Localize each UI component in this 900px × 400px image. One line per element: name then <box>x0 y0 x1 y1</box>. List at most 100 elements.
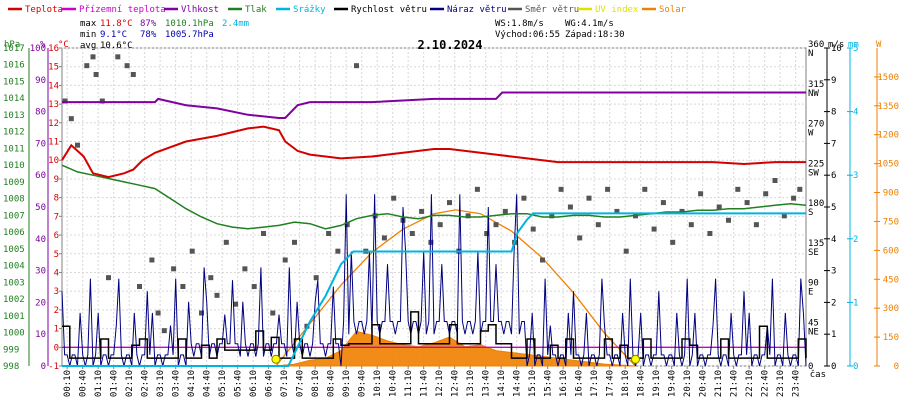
wind-direction-point <box>90 54 96 60</box>
axis-tick-solar: 1500 <box>877 73 899 83</box>
axis-tick-pct: 40 <box>35 235 46 245</box>
axis-tick-pct: 30 <box>35 267 46 277</box>
wind-direction-point <box>577 235 583 241</box>
axis-tick-dir-name: N <box>808 49 813 59</box>
wind-direction-point <box>326 231 332 236</box>
x-tick-label: 15:10 <box>528 370 538 397</box>
legend-label: Tlak <box>245 5 267 15</box>
stat-min-label: min <box>80 30 96 40</box>
x-tick-label: 02:40 <box>141 370 151 397</box>
axis-tick-hpa: 1011 <box>3 144 25 154</box>
axis-tick-dir: 315 <box>808 80 824 90</box>
axis-tick-degc: 1 <box>54 325 59 335</box>
x-tick-label: 04:40 <box>203 370 213 397</box>
axis-tick-mm: 4 <box>853 108 858 118</box>
stat-min-press: 1005.7hPa <box>165 30 214 40</box>
wind-direction-point <box>171 266 177 272</box>
axis-tick-pct: 50 <box>35 203 46 213</box>
wind-direction-point <box>493 222 499 228</box>
axis-unit-degc: °C <box>58 40 69 50</box>
x-tick-label: 21:10 <box>714 370 724 397</box>
wind-direction-point <box>549 213 555 219</box>
axis-tick-solar: 300 <box>883 304 899 314</box>
stat-max-press: 1010.1hPa <box>165 19 214 29</box>
wind-direction-point <box>605 186 611 192</box>
axis-tick-dir-name: SE <box>808 248 819 258</box>
wind-direction-point <box>99 98 105 104</box>
wind-direction-point <box>189 248 195 254</box>
wind-direction-point <box>595 222 601 228</box>
x-tick-label: 08:40 <box>327 370 337 397</box>
stat-min-temp: 9.1°C <box>100 30 127 40</box>
legend-label: Směr větru <box>525 5 579 15</box>
wind-direction-point <box>199 310 204 316</box>
wind-direction-point <box>484 231 490 236</box>
axis-tick-hpa: 1003 <box>3 278 25 288</box>
axis-tick-degc: 4 <box>54 268 59 278</box>
wind-direction-point <box>242 266 248 272</box>
axis-tick-mm: 3 <box>853 171 858 181</box>
x-tick-label: 17:40 <box>606 370 616 397</box>
wind-direction-point <box>214 292 220 298</box>
axis-tick-degc: 9 <box>54 175 59 185</box>
wind-direction-point <box>419 208 425 214</box>
wind-direction-point <box>688 222 694 228</box>
stat-max-temp: 11.8°C <box>100 19 133 29</box>
axis-tick-solar: 1350 <box>877 102 899 112</box>
axis-tick-ms: 0 <box>831 362 836 372</box>
x-tick-label: 04:10 <box>187 370 197 397</box>
axis-tick-degc: 6 <box>54 231 59 241</box>
wind-direction-point <box>670 239 676 245</box>
axis-tick-hpa: 1014 <box>3 94 25 104</box>
axis-tick-pct: 100 <box>30 44 46 54</box>
wind-direction-point <box>313 275 319 281</box>
wind-direction-point <box>586 195 592 201</box>
axis-tick-ms: 6 <box>831 171 836 181</box>
x-tick-label: 05:40 <box>234 370 244 397</box>
wind-direction-point <box>130 72 136 77</box>
axis-tick-dir: 225 <box>808 159 824 169</box>
axis-tick-solar: 1050 <box>877 160 899 170</box>
wind-direction-point <box>84 63 90 69</box>
axis-tick-degc: 13 <box>48 100 59 110</box>
x-tick-label: 02:10 <box>125 370 135 397</box>
stat-avg-temp: 10.6°C <box>100 41 133 51</box>
wind-direction-point <box>540 257 545 263</box>
axis-unit-ms: m/s <box>828 40 844 50</box>
x-tick-label: 20:10 <box>683 370 693 397</box>
legend-label: Srážky <box>293 5 326 15</box>
x-tick-label: 01:40 <box>110 370 120 397</box>
wind-direction-point <box>797 186 803 192</box>
legend-label: Vlhkost <box>181 5 219 15</box>
axis-tick-ms: 1 <box>831 330 836 340</box>
axis-tick-solar: 1200 <box>877 131 899 141</box>
axis-tick-ms: 3 <box>831 267 836 277</box>
axis-tick-degc: 3 <box>54 287 59 297</box>
x-tick-label: 11:40 <box>420 370 430 397</box>
stat-max-rain: 2.4mm <box>222 19 249 29</box>
axis-tick-solar: 0 <box>894 362 899 372</box>
wind-direction-point <box>223 239 229 245</box>
x-tick-label: 12:40 <box>451 370 461 397</box>
wind-direction-point <box>270 310 276 316</box>
wind-direction-point <box>124 63 130 69</box>
x-tick-label: 22:10 <box>745 370 755 397</box>
wind-direction-point <box>716 204 722 210</box>
wind-direction-point <box>698 191 704 197</box>
x-tick-label: 07:40 <box>296 370 306 397</box>
axis-tick-dir-name: NE <box>808 327 819 337</box>
axis-tick-hpa: 1007 <box>3 211 25 221</box>
wind-direction-point <box>502 208 508 214</box>
axis-tick-ms: 9 <box>831 76 836 86</box>
axis-tick-dir: 0 <box>808 362 813 372</box>
axis-tick-degc: 16 <box>48 44 59 54</box>
axis-tick-mm: 2 <box>853 235 858 245</box>
axis-tick-dir: 135 <box>808 239 824 249</box>
wind-direction-point <box>251 284 257 289</box>
wind-direction-point <box>180 284 186 289</box>
x-tick-label: 09:40 <box>358 370 368 397</box>
x-tick-label: 00:10 <box>63 370 73 397</box>
x-tick-label: 16:10 <box>559 370 569 397</box>
axis-unit-solar: W <box>876 40 882 50</box>
